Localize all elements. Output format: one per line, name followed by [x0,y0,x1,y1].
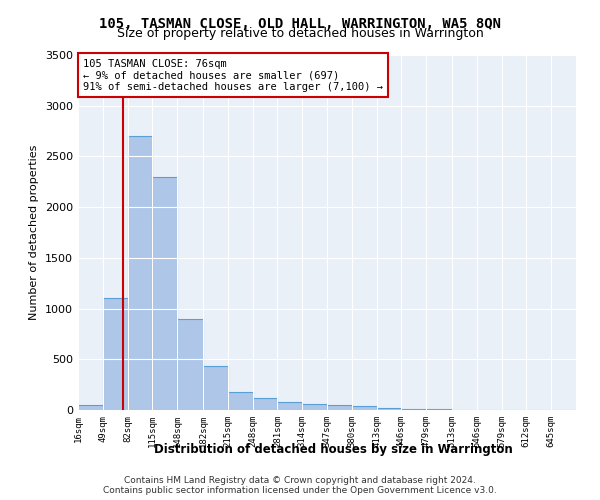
Bar [228,392,253,410]
Y-axis label: Number of detached properties: Number of detached properties [29,145,40,320]
Text: 105, TASMAN CLOSE, OLD HALL, WARRINGTON, WA5 8QN: 105, TASMAN CLOSE, OLD HALL, WARRINGTON,… [99,18,501,32]
Bar [327,405,352,410]
Bar [128,136,152,410]
Bar [302,404,327,410]
Text: Size of property relative to detached houses in Warrington: Size of property relative to detached ho… [116,28,484,40]
Bar [177,318,203,410]
Bar [152,176,177,410]
Bar [253,398,277,410]
Text: Distribution of detached houses by size in Warrington: Distribution of detached houses by size … [154,442,512,456]
Bar [103,298,128,410]
Text: 105 TASMAN CLOSE: 76sqm
← 9% of detached houses are smaller (697)
91% of semi-de: 105 TASMAN CLOSE: 76sqm ← 9% of detached… [83,58,383,92]
Bar [78,405,103,410]
Text: Contains HM Land Registry data © Crown copyright and database right 2024.
Contai: Contains HM Land Registry data © Crown c… [103,476,497,495]
Bar [377,408,401,410]
Bar [277,402,302,410]
Bar [203,366,228,410]
Bar [352,406,377,410]
Bar [401,409,426,410]
